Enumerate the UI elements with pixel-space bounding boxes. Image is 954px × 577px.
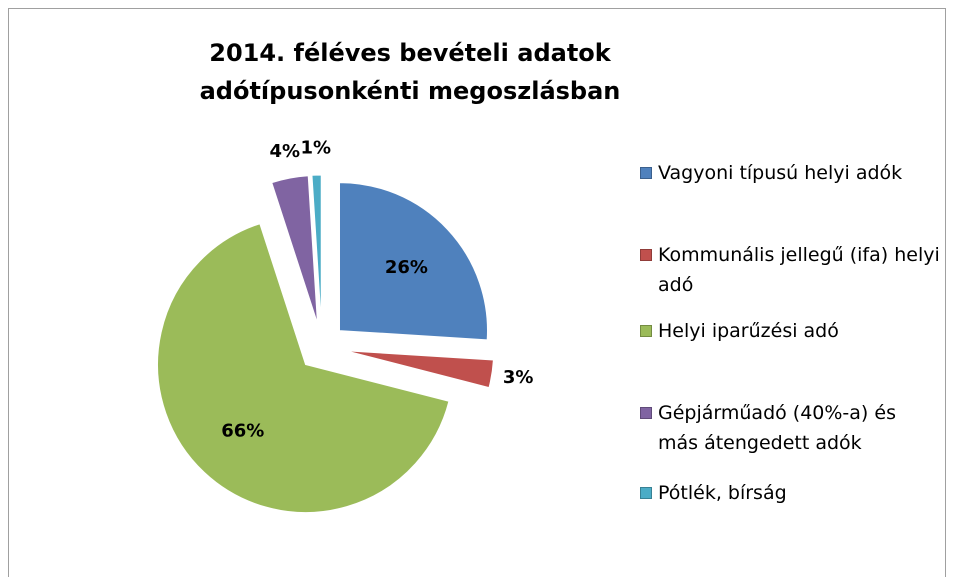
legend-label: Vagyoni típusú helyi adók: [658, 162, 903, 184]
legend-label: Pótlék, bírság: [658, 482, 787, 504]
legend-item: Kommunális jellegű (ifa) helyi adó: [640, 240, 940, 300]
data-label: 4%: [269, 141, 300, 162]
legend-item: Gépjárműadó (40%-a) és más átengedett ad…: [640, 398, 940, 458]
pie-slice: [311, 174, 322, 324]
pie-slice: [345, 350, 494, 389]
legend-swatch: [640, 167, 652, 179]
legend-label: Gépjárműadó (40%-a) és más átengedett ad…: [658, 402, 896, 454]
legend-item: Pótlék, bírság: [640, 478, 940, 508]
legend-swatch: [640, 407, 652, 419]
legend-label: Kommunális jellegű (ifa) helyi adó: [658, 244, 940, 296]
legend-item: Vagyoni típusú helyi adók: [640, 158, 940, 188]
data-label: 1%: [300, 137, 331, 158]
data-label: 26%: [385, 257, 428, 278]
pie-slice: [338, 182, 488, 341]
legend-swatch: [640, 325, 652, 337]
chart-border: [8, 8, 946, 577]
data-label: 3%: [503, 367, 534, 388]
pie-slice: [157, 223, 450, 513]
pie-slice: [271, 175, 319, 324]
chart-title: 2014. féléves bevételi adatok adótípuson…: [199, 39, 621, 105]
legend-item: Helyi iparűzési adó: [640, 316, 940, 346]
legend-swatch: [640, 249, 652, 261]
legend-swatch: [640, 487, 652, 499]
legend-label: Helyi iparűzési adó: [658, 320, 839, 342]
data-label: 66%: [221, 420, 264, 441]
